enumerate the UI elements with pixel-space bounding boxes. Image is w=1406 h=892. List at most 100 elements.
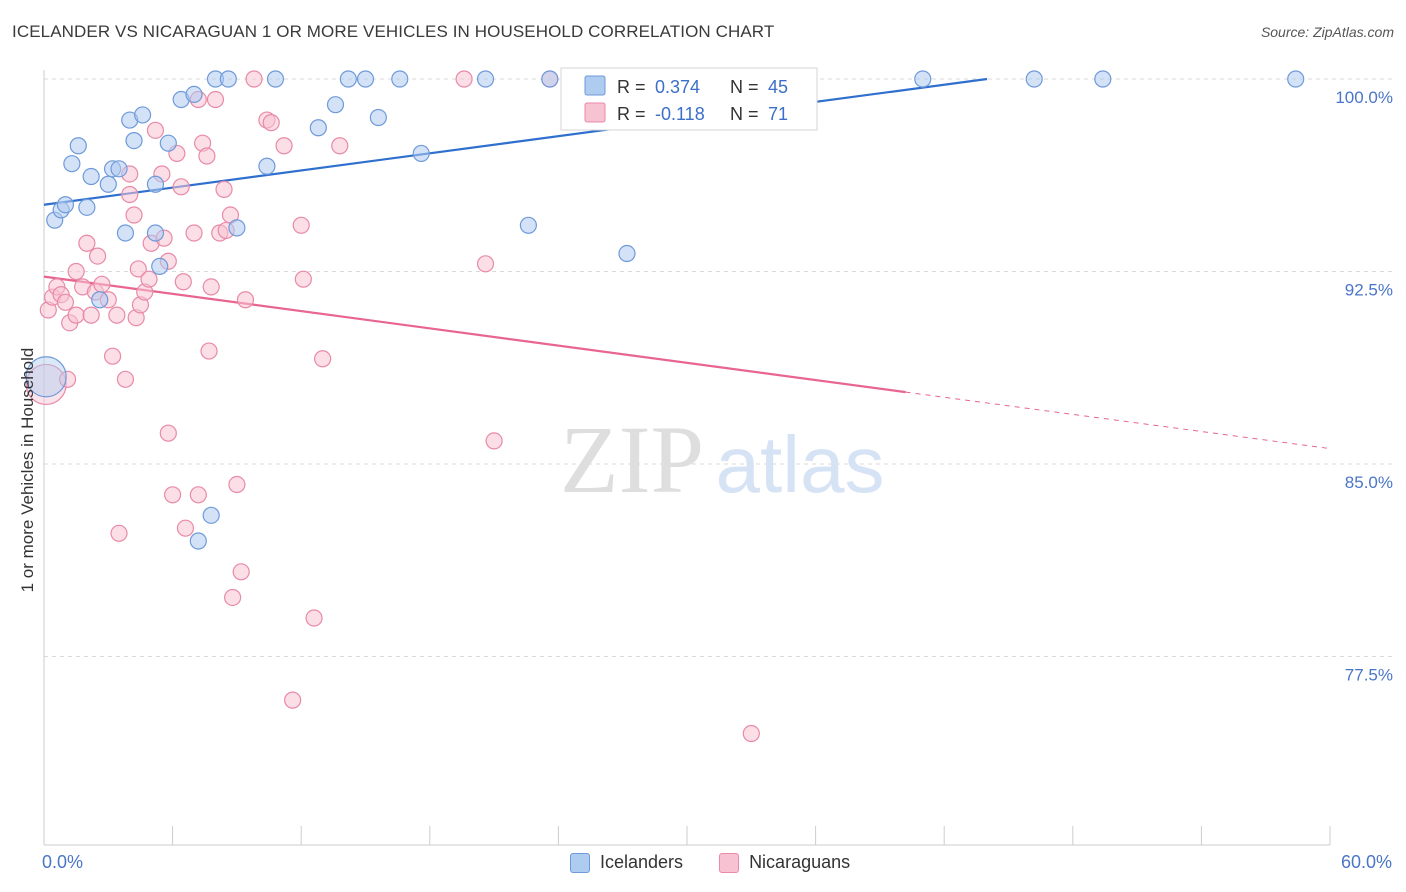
nicaraguans-trend-extension	[905, 391, 1331, 450]
icelander-point	[339, 70, 357, 88]
x-axis-max-label: 60.0%	[1340, 852, 1392, 872]
nicaraguan-point	[67, 306, 85, 324]
icelander-point	[326, 96, 345, 114]
nicaraguan-point	[292, 216, 310, 234]
stats-n-value-nicaraguans: 71	[768, 104, 788, 124]
legend-label-icelanders: Icelanders	[600, 852, 684, 872]
icelander-point	[63, 155, 81, 173]
nicaraguan-point	[88, 247, 107, 265]
nicaraguan-point	[93, 275, 111, 293]
nicaraguan-point	[56, 293, 75, 311]
icelander-point	[69, 137, 87, 155]
icelander-point	[185, 85, 203, 104]
icelander-point	[266, 70, 285, 88]
nicaraguan-point	[305, 609, 323, 627]
icelander-point	[541, 70, 559, 88]
nicaraguan-point	[185, 224, 203, 242]
stats-r-label-1: R =	[617, 77, 646, 97]
nicaraguan-point	[314, 350, 332, 368]
x-axis-min-label: 0.0%	[42, 852, 84, 872]
y-tick-label: 77.5%	[1345, 666, 1393, 685]
axis-layer	[43, 70, 1331, 846]
nicaraguan-point	[284, 691, 302, 709]
watermark: ZIP atlas	[560, 406, 884, 513]
nicaraguan-point	[202, 278, 220, 296]
legend-item-nicaraguans[interactable]: Nicaraguans	[719, 852, 850, 873]
icelander-point	[914, 70, 932, 88]
icelander-point	[1287, 70, 1305, 88]
icelander-point	[356, 70, 375, 88]
nicaraguan-point	[224, 588, 242, 607]
y-tick-labels: 100.0% 92.5% 85.0% 77.5%	[1335, 88, 1393, 685]
nicaraguan-point	[215, 180, 233, 198]
nicaraguan-point	[236, 291, 255, 309]
nicaraguan-point	[232, 563, 250, 581]
icelander-point	[228, 219, 246, 237]
icelander-point	[618, 244, 636, 263]
nicaraguan-point	[159, 424, 177, 442]
icelander-point	[369, 108, 387, 127]
icelander-point	[189, 532, 207, 550]
stats-r-value-icelanders: 0.374	[655, 77, 700, 97]
icelander-point	[99, 175, 117, 193]
chart-source: Source: ZipAtlas.com	[1260, 24, 1394, 40]
icelander-point	[125, 132, 143, 150]
icelander-point	[25, 356, 67, 398]
series-legend: Icelanders Nicaraguans	[570, 852, 886, 873]
nicaraguan-point	[742, 724, 760, 743]
icelander-point	[412, 144, 430, 163]
icelanders-trend-line	[43, 77, 988, 206]
nicaraguan-point	[146, 121, 165, 139]
nicaraguan-point	[108, 306, 126, 324]
nicaraguan-point	[476, 255, 495, 273]
nicaraguan-point	[198, 147, 216, 165]
stats-n-value-icelanders: 45	[768, 77, 788, 97]
nicaraguan-point	[228, 475, 246, 494]
nicaraguan-point	[78, 234, 96, 252]
y-tick-label: 100.0%	[1335, 88, 1393, 107]
nicaraguan-point	[121, 185, 139, 204]
legend-swatch-nicaraguans	[719, 852, 740, 873]
nicaraguan-point	[331, 137, 349, 155]
icelander-point	[110, 160, 128, 178]
nicaraguan-point	[164, 486, 182, 504]
icelander-point	[476, 70, 495, 88]
stats-r-label-2: R =	[617, 104, 646, 124]
nicaraguan-point	[82, 306, 100, 324]
icelander-point	[82, 167, 100, 186]
icelander-point	[133, 106, 152, 124]
icelander-point	[151, 257, 169, 275]
y-tick-label: 85.0%	[1345, 473, 1393, 492]
watermark-atlas: atlas	[716, 420, 885, 509]
icelander-point	[116, 224, 135, 242]
nicaraguan-point	[455, 70, 473, 88]
icelander-point	[309, 119, 327, 137]
icelander-point	[1025, 70, 1043, 88]
icelander-point	[258, 157, 276, 175]
icelander-point	[56, 196, 75, 214]
stats-r-value-nicaraguans: -0.118	[655, 104, 705, 124]
chart-title: ICELANDER VS NICARAGUAN 1 OR MORE VEHICL…	[12, 22, 775, 41]
nicaraguan-point	[125, 206, 143, 224]
nicaraguan-point	[67, 262, 85, 281]
stats-n-label-2: N =	[730, 104, 759, 124]
nicaraguan-point	[294, 270, 312, 288]
icelander-point	[78, 198, 96, 216]
stats-swatch-nicaraguans	[584, 102, 606, 123]
nicaraguan-point	[245, 70, 263, 88]
nicaraguan-point	[140, 270, 158, 288]
icelander-point	[146, 224, 165, 242]
icelander-point	[202, 506, 220, 524]
nicaraguans-trend-line	[43, 275, 906, 394]
nicaraguan-point	[174, 273, 192, 291]
points-layer	[25, 70, 1305, 743]
icelander-point	[91, 291, 109, 309]
nicaraguan-point	[262, 114, 280, 132]
nicaraguan-point	[103, 347, 122, 365]
nicaraguan-point	[275, 137, 293, 155]
legend-item-icelanders[interactable]: Icelanders	[570, 852, 683, 873]
trend-layer	[43, 77, 1331, 450]
nicaraguan-point	[58, 370, 77, 388]
stats-n-label-1: N =	[730, 77, 759, 97]
